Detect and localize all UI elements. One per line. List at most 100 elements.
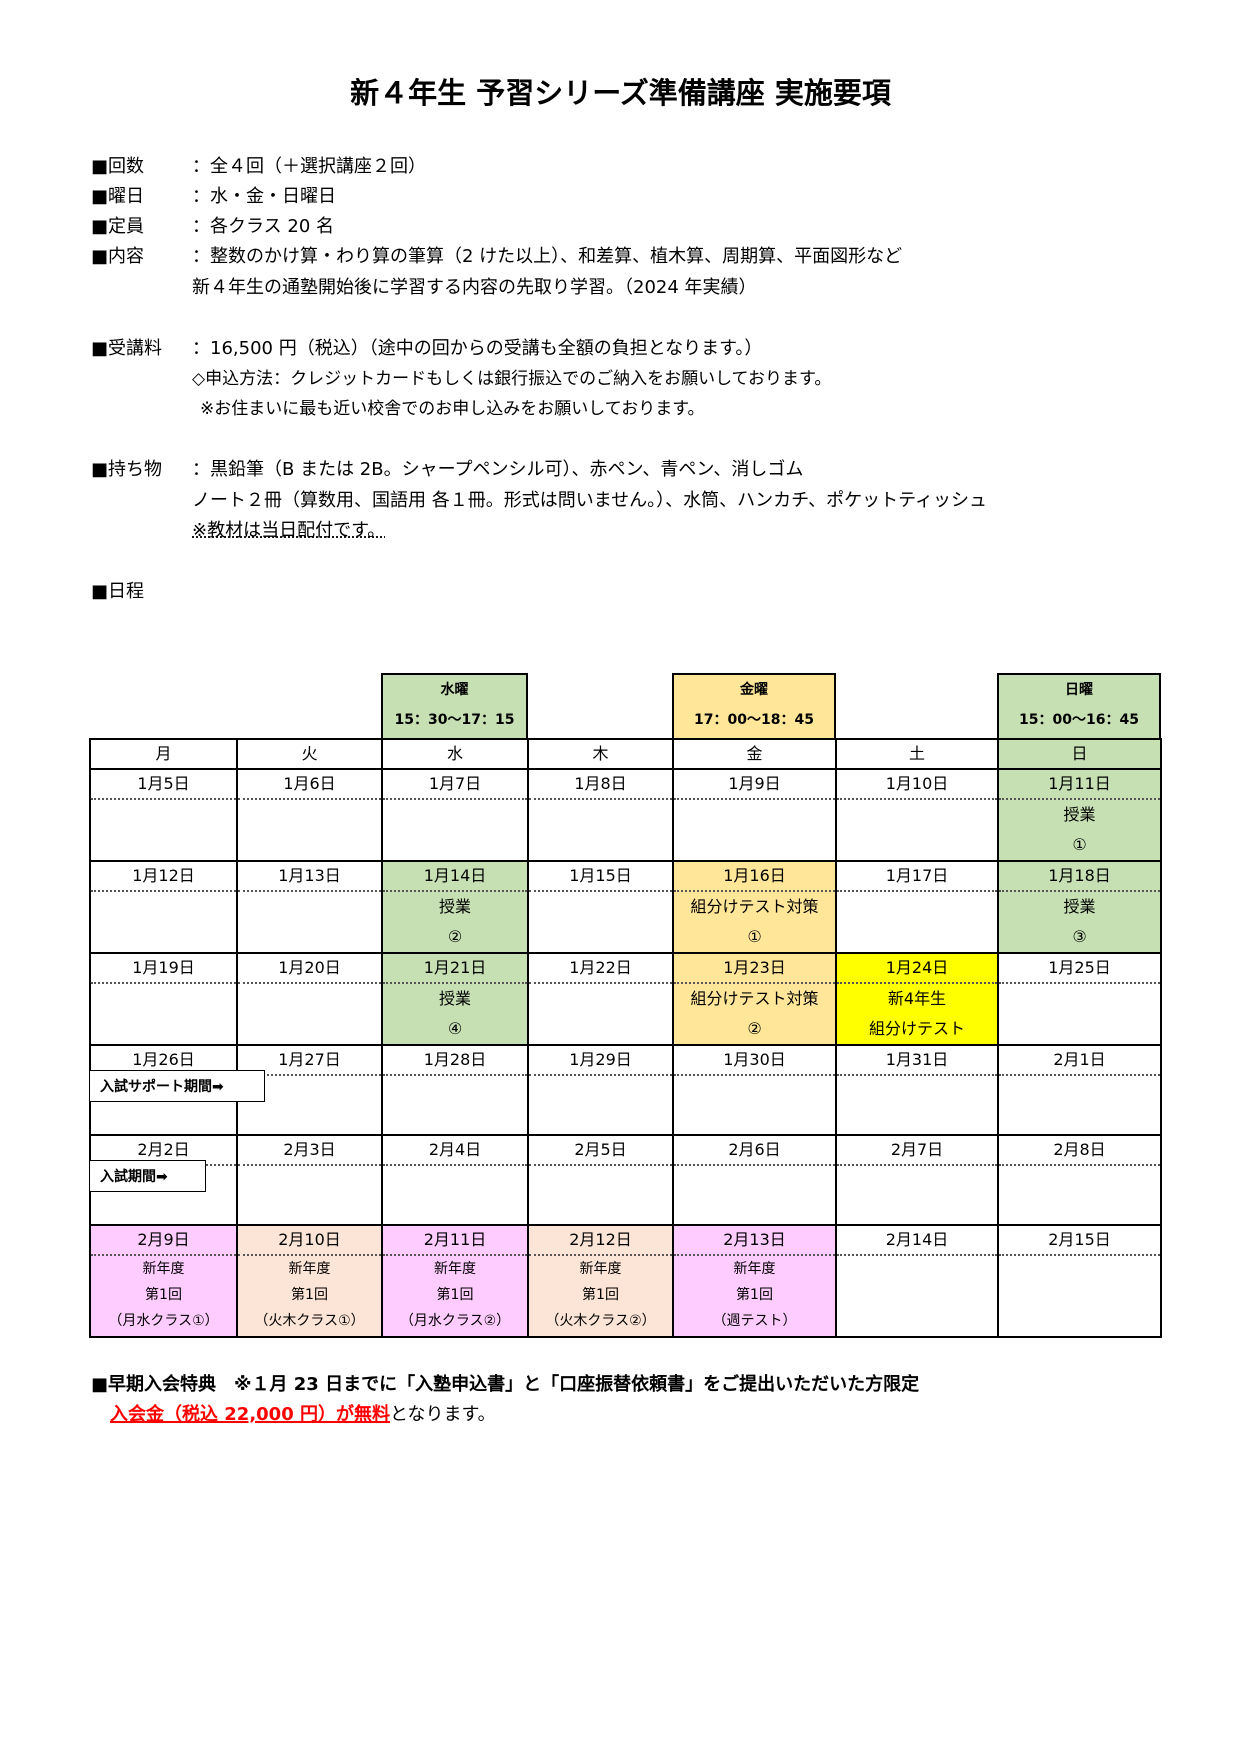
- day-cell: 2月8日: [997, 1134, 1162, 1226]
- event-text: 授業: [1063, 897, 1096, 916]
- header-wed: 水曜 15：30～17：15: [381, 673, 528, 738]
- info-weekdays: ■曜日 ：水・金・日曜日: [91, 186, 336, 207]
- weekday-header: 水: [381, 738, 529, 770]
- date: 1月15日: [529, 862, 672, 892]
- info-items-2: ノート２冊（算数用、国語用 各１冊。形式は問いません。）、水筒、ハンカチ、ポケッ…: [192, 490, 988, 511]
- date: 2月4日: [383, 1136, 527, 1166]
- weekday-header: 木: [527, 738, 674, 770]
- weekday-header: 月: [89, 738, 238, 770]
- day-cell: 1月20日: [236, 952, 383, 1046]
- date: 2月10日: [238, 1226, 381, 1256]
- day-cell: 2月12日 新年度 第1回 （火木クラス②）: [527, 1224, 674, 1338]
- day-cell: 1月10日: [835, 768, 999, 862]
- day-cell: 1月24日 新4年生 組分けテスト: [835, 952, 999, 1046]
- event-text: 第1回: [291, 1287, 328, 1303]
- exam-support-period-callout: 入試サポート期間➡: [89, 1070, 265, 1102]
- weekday-row: 月火水木金土日: [89, 738, 1162, 770]
- event-text: 第1回: [145, 1287, 182, 1303]
- exam-period-callout: 入試期間➡: [89, 1160, 206, 1192]
- day-cell: 1月8日: [527, 768, 674, 862]
- event-text: （火木クラス①）: [254, 1313, 365, 1329]
- event-text: 組分けテスト対策: [690, 897, 819, 916]
- info-fee-note: ※お住まいに最も近い校舎でのお申し込みをお願いしております。: [200, 399, 705, 419]
- day-cell: 2月7日: [835, 1134, 999, 1226]
- day-cell: 2月13日 新年度 第1回 （週テスト）: [672, 1224, 837, 1338]
- date: 2月9日: [91, 1226, 236, 1256]
- weekday-header: 火: [236, 738, 383, 770]
- date: 2月11日: [383, 1226, 527, 1256]
- day-cell: 1月21日授業 ④: [381, 952, 529, 1046]
- day-cell: 2月6日: [672, 1134, 837, 1226]
- date: 2月7日: [837, 1136, 997, 1166]
- event-text: ③: [1072, 927, 1087, 946]
- info-items-note: ※教材は当日配付です。: [192, 520, 386, 541]
- day-cell: 2月10日新年度第1回 （火木クラス①）: [236, 1224, 383, 1338]
- date: 2月1日: [999, 1046, 1160, 1076]
- date: 1月8日: [529, 770, 672, 800]
- weekday-header: 金: [672, 738, 837, 770]
- event-text: 組分けテスト対策: [690, 989, 819, 1008]
- week-row: 1月5日 1月6日 1月7日 1月8日 1月9日 1月10日 1月11日 授業 ①: [89, 768, 1162, 862]
- date: 1月19日: [91, 954, 236, 984]
- date: 2月6日: [674, 1136, 835, 1166]
- page-title: 新４年生 予習シリーズ準備講座 実施要項: [350, 76, 891, 110]
- day-cell: 1月9日: [672, 768, 837, 862]
- day-cell: 1月18日授業 ③: [997, 860, 1162, 954]
- info-fee-apply: ◇申込方法：クレジットカードもしくは銀行振込でのご納入をお願いしております。: [192, 369, 832, 389]
- event-text: 新年度: [434, 1261, 476, 1277]
- date: 1月9日: [674, 770, 835, 800]
- week-row: 1月19日 1月20日 1月21日 授業 ④ 1月22日 1月23日 組分けテスト対策 ② 1月2…: [89, 952, 1162, 1046]
- weekday-header: 日: [997, 738, 1162, 770]
- week-row: 2月9日 新年度 第1回 （月水クラス①） 2月10日 新年度 第1回 （火木クラス①） 2月1…: [89, 1224, 1162, 1338]
- day-cell: 2月5日: [527, 1134, 674, 1226]
- date: 2月5日: [529, 1136, 672, 1166]
- event-text: ④: [447, 1019, 463, 1038]
- date: 2月8日: [999, 1136, 1160, 1166]
- event-text: 授業: [438, 897, 471, 916]
- event-text: 新年度: [288, 1261, 331, 1277]
- date: 2月14日: [837, 1226, 997, 1256]
- date: 1月20日: [238, 954, 381, 984]
- event-text: 組分けテスト: [868, 1019, 965, 1038]
- date: 1月21日: [383, 954, 527, 984]
- event-text: （月水クラス②）: [399, 1313, 511, 1329]
- event-text: ①: [1072, 835, 1087, 854]
- date: 2月12日: [529, 1226, 672, 1256]
- day-cell: 1月11日 授業 ①: [997, 768, 1162, 862]
- day-cell: 2月3日: [236, 1134, 383, 1226]
- info-capacity: ■定員 ：各クラス 20 名: [91, 216, 334, 237]
- header-fri: 金曜 17：00～18：45: [672, 673, 836, 738]
- day-cell: 1月30日: [672, 1044, 837, 1136]
- event-text: 新年度: [579, 1261, 622, 1277]
- day-cell: 2月14日: [835, 1224, 999, 1338]
- week-row: 2月2日 2月3日 2月4日 2月5日 2月6日 2月7日 2月8日: [89, 1134, 1162, 1226]
- date: 1月14日: [383, 862, 527, 892]
- event-text: ②: [747, 1019, 762, 1038]
- day-cell: 2月4日: [381, 1134, 529, 1226]
- event-text: 新4年生: [887, 989, 947, 1008]
- date: 1月18日: [999, 862, 1160, 892]
- schedule-label: ■日程: [91, 581, 145, 602]
- date: 2月3日: [238, 1136, 381, 1166]
- day-cell: 1月7日: [381, 768, 529, 862]
- event-text: ②: [447, 927, 463, 946]
- day-cell: 1月22日: [527, 952, 674, 1046]
- event-text: 新年度: [733, 1261, 776, 1277]
- event-text: 授業: [438, 989, 471, 1008]
- info-items: ■持ち物 ：黒鉛筆（B または 2B。シャープペンシル可）、赤ペン、青ペン、消しゴ…: [91, 459, 804, 480]
- day-cell: 2月15日: [997, 1224, 1162, 1338]
- day-cell: 1月29日: [527, 1044, 674, 1136]
- date: 1月12日: [91, 862, 236, 892]
- date: 1月30日: [674, 1046, 835, 1076]
- day-cell: 1月14日授業 ②: [381, 860, 529, 954]
- date: 1月11日: [999, 770, 1160, 800]
- info-content-2: 新４年生の通塾開始後に学習する内容の先取り学習。（2024 年実績）: [192, 277, 757, 298]
- info-fee: ■受講料 ：16,500 円（税込）（途中の回からの受講も全額の負担となります。）: [91, 338, 763, 359]
- info-content: ■内容 ：整数のかけ算・わり算の筆算（2 けた以上）、和差算、植木算、周期算、平面…: [91, 246, 903, 267]
- date: 1月17日: [837, 862, 997, 892]
- event-text: 第1回: [436, 1287, 474, 1303]
- date: 1月28日: [383, 1046, 527, 1076]
- date: 1月7日: [383, 770, 527, 800]
- day-cell: 1月19日: [89, 952, 238, 1046]
